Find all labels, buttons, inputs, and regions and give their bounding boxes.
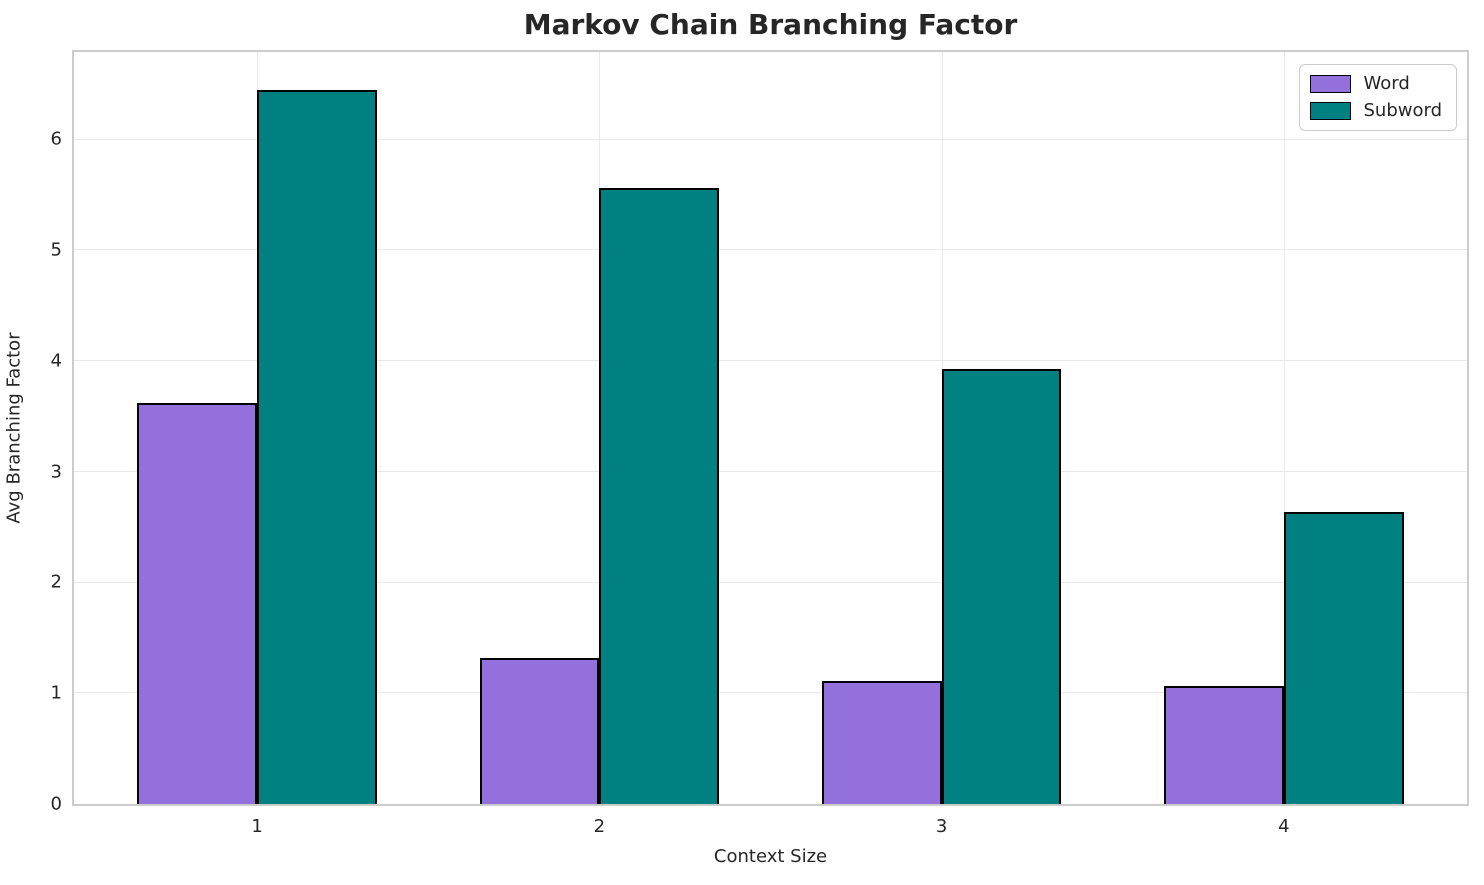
bar-word-context-3 — [821, 681, 942, 804]
legend: Word Subword — [1299, 64, 1457, 131]
y-tick-label: 5 — [50, 239, 62, 261]
h-gridline — [74, 470, 1467, 472]
bar-subword-context-4 — [1283, 511, 1404, 804]
y-tick-label: 2 — [50, 571, 62, 593]
x-tick-label: 3 — [935, 816, 948, 837]
bar-word-context-1 — [137, 403, 258, 804]
bar-word-context-4 — [1164, 685, 1284, 804]
h-gridline — [74, 138, 1467, 140]
v-gridline — [1283, 52, 1285, 804]
y-tick-label: 4 — [50, 350, 62, 372]
legend-entry-subword: Subword — [1310, 102, 1442, 120]
y-tick-label: 6 — [50, 128, 62, 150]
y-tick-label: 3 — [50, 461, 62, 483]
y-axis-label: Avg Branching Factor — [3, 332, 25, 524]
h-gridline — [74, 692, 1467, 694]
legend-entry-word: Word — [1310, 75, 1442, 93]
h-gridline — [74, 581, 1467, 583]
bar-subword-context-3 — [941, 368, 1062, 804]
x-axis-label: Context Size — [713, 846, 828, 867]
y-tick-label: 1 — [50, 682, 62, 704]
legend-label: Word — [1363, 73, 1410, 94]
x-tick-label: 2 — [593, 816, 606, 837]
chart-title: Markov Chain Branching Factor — [523, 8, 1018, 41]
legend-swatch-icon — [1310, 102, 1352, 120]
legend-swatch-icon — [1310, 75, 1352, 93]
h-gridline — [74, 249, 1467, 251]
h-gridline — [74, 360, 1467, 361]
x-tick-label: 1 — [251, 816, 263, 837]
y-tick-label: 0 — [50, 793, 62, 815]
x-tick-label: 4 — [1278, 816, 1290, 837]
plot-area: 0 1 2 3 4 5 6 1 2 3 4 Word Subword — [51, 50, 1469, 837]
bar-word-context-2 — [479, 657, 600, 804]
bar-subword-context-2 — [599, 188, 720, 804]
legend-label: Subword — [1363, 100, 1442, 121]
bar-subword-context-1 — [257, 89, 377, 804]
